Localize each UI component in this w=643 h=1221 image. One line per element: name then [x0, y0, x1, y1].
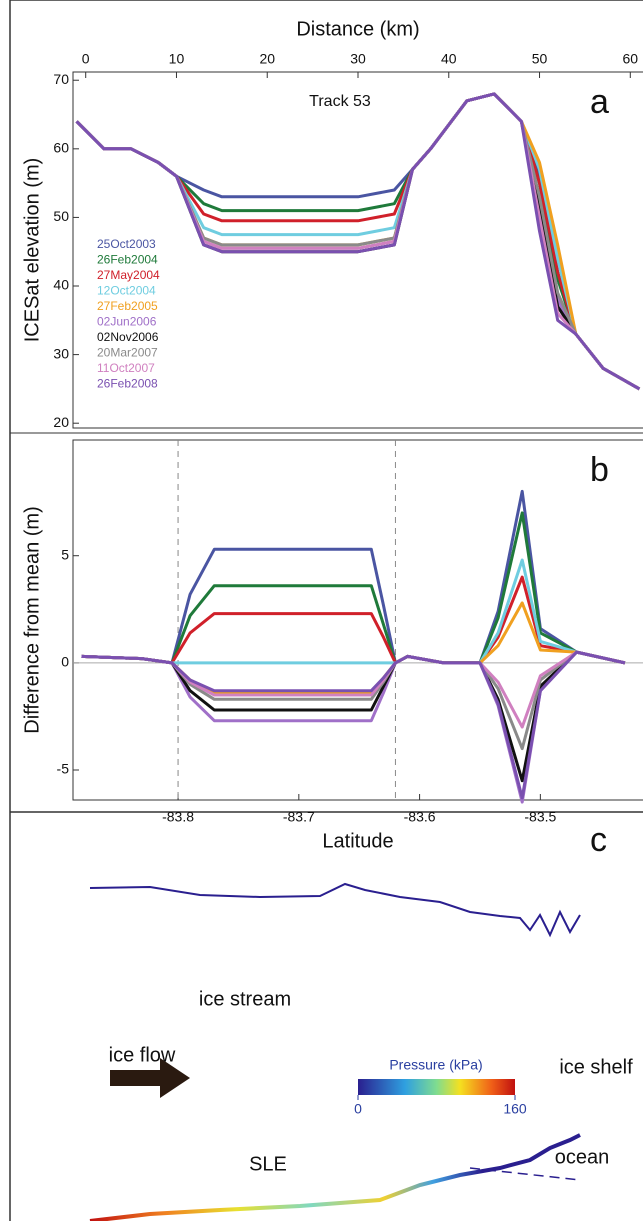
y-tick-label: 70: [53, 71, 69, 87]
series-line: [81, 558, 626, 665]
series-line: [81, 650, 626, 800]
legend-entry: 26Feb2008: [97, 377, 158, 391]
legend-entry: 20Mar2007: [97, 346, 158, 360]
sle-label: SLE: [249, 1153, 287, 1175]
y-tick-label: -5: [57, 761, 70, 777]
x-tick-label: 20: [259, 51, 275, 67]
figure-frame: [9, 0, 643, 1221]
y-tick-label: 50: [53, 208, 69, 224]
legend-entry: 27May2004: [97, 268, 160, 282]
x-tick-label: -83.6: [404, 809, 436, 825]
panel-label: c: [590, 821, 607, 859]
series-line: [81, 575, 626, 665]
annotation: Track 53: [309, 93, 371, 110]
ocean-label: ocean: [555, 1146, 610, 1168]
legend-entry: 27Feb2005: [97, 299, 158, 313]
x-tick-label: 50: [532, 51, 548, 67]
series-line: [81, 489, 626, 665]
ice-stream-label: ice stream: [199, 988, 291, 1010]
ice-flow-label: ice flow: [109, 1044, 176, 1066]
colorbar: [358, 1079, 515, 1095]
ice-shelf-label: ice shelf: [559, 1056, 633, 1078]
panel-c: c ice stream ice flow ice shelf Pressure…: [89, 821, 633, 1221]
colorbar-tick-label: 0: [354, 1101, 362, 1117]
legend-entry: 12Oct2004: [97, 284, 156, 298]
x-tick-label: 60: [623, 51, 639, 67]
y-tick-label: 20: [53, 414, 69, 430]
x-tick-label: 10: [169, 51, 185, 67]
legend-entry: 25Oct2003: [97, 237, 156, 251]
x-tick-label: 30: [350, 51, 366, 67]
panel-label: a: [590, 83, 609, 121]
series-line: [81, 650, 626, 783]
y-axis-title: ICESat elevation (m): [21, 158, 43, 343]
x-tick-label: 40: [441, 51, 457, 67]
y-tick-label: 0: [61, 654, 69, 670]
y-tick-label: 40: [53, 277, 69, 293]
x-axis-title: Latitude: [322, 830, 393, 852]
panel-label: b: [590, 451, 609, 489]
y-axis-title: Difference from mean (m): [21, 506, 43, 733]
colorbar-label: Pressure (kPa): [389, 1057, 482, 1073]
series-line: [81, 650, 626, 751]
x-tick-label: -83.5: [524, 809, 556, 825]
plot-frame: [72, 71, 643, 429]
plot-frame: [72, 439, 643, 801]
x-axis-title: Distance (km): [296, 18, 419, 40]
y-tick-label: 30: [53, 345, 69, 361]
legend-entry: 26Feb2004: [97, 253, 158, 267]
series-line: [81, 511, 626, 665]
series-line: [75, 92, 641, 391]
x-tick-label: -83.8: [162, 809, 194, 825]
sea-level-line: [469, 1167, 581, 1181]
bed-profile: [89, 1133, 581, 1221]
y-tick-label: 5: [61, 546, 69, 562]
y-tick-label: 60: [53, 140, 69, 156]
ice-flow-arrow: [110, 1058, 190, 1098]
series-line: [75, 92, 641, 391]
ice-surface-profile: [89, 882, 581, 938]
x-tick-label: 0: [82, 51, 90, 67]
x-tick-label: -83.7: [283, 809, 315, 825]
legend-entry: 11Oct2007: [97, 361, 155, 375]
colorbar-tick-label: 160: [503, 1101, 527, 1117]
legend-entry: 02Jun2006: [97, 315, 157, 329]
legend-entry: 02Nov2006: [97, 330, 159, 344]
